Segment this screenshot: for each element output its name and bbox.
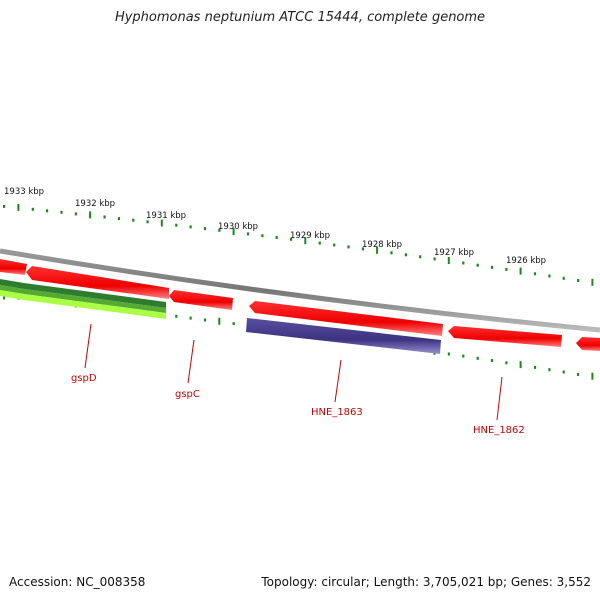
minor-tick <box>476 356 479 360</box>
scale-label-1926: 1926 kbp <box>506 256 546 266</box>
forward-gene-left-edge[interactable] <box>0 259 27 275</box>
minor-tick <box>577 279 580 282</box>
major-tick <box>218 317 221 325</box>
reverse-gene-dark[interactable] <box>0 279 166 308</box>
gene-label-hne1863[interactable]: HNE_1863 <box>311 407 363 418</box>
minor-tick <box>447 352 450 356</box>
major-tick <box>232 228 235 236</box>
minor-tick <box>505 267 508 271</box>
minor-tick <box>562 276 565 280</box>
minor-tick <box>132 218 135 222</box>
scale-labels: 1933 kbp 1932 kbp 1931 kbp 1930 kbp 1929… <box>4 187 546 266</box>
scale-label-1932: 1932 kbp <box>75 199 115 209</box>
major-tick <box>304 237 307 245</box>
minor-tick <box>290 237 293 241</box>
minor-tick <box>189 316 192 320</box>
scale-label-1930: 1930 kbp <box>218 222 258 232</box>
minor-tick <box>218 228 221 232</box>
minor-tick <box>404 253 407 257</box>
major-tick <box>160 219 163 227</box>
minor-tick <box>103 215 106 219</box>
minor-tick <box>505 361 508 365</box>
gene-label-hne1862[interactable]: HNE_1862 <box>473 425 525 436</box>
minor-tick <box>203 318 207 322</box>
accession-text: Accession: NC_008358 <box>9 575 146 589</box>
minor-tick <box>60 210 63 214</box>
minor-tick <box>31 207 34 211</box>
major-tick <box>447 257 450 264</box>
forward-gene-hne1862[interactable] <box>448 326 562 347</box>
minor-tick <box>203 227 207 231</box>
minor-tick <box>476 263 479 267</box>
reverse-gene-gspD-group[interactable] <box>0 279 166 319</box>
gene-label-lines <box>84 323 503 421</box>
genome-backbone <box>0 248 600 333</box>
minor-tick <box>548 368 551 372</box>
minor-tick <box>146 220 149 224</box>
major-tick <box>17 203 20 211</box>
minor-tick <box>562 370 565 374</box>
gene-label-gspD[interactable]: gspD <box>71 373 97 384</box>
major-tick <box>376 246 379 254</box>
gene-connector-hne1863 <box>334 359 342 403</box>
minor-tick <box>419 255 422 259</box>
major-tick <box>591 278 594 286</box>
scale-label-1928: 1928 kbp <box>362 240 402 250</box>
forward-gene-right-edge[interactable] <box>576 337 600 351</box>
forward-gene-hne1863-fwd[interactable] <box>249 301 443 336</box>
scale-label-1931: 1931 kbp <box>146 211 186 221</box>
minor-tick <box>246 232 250 236</box>
major-tick <box>591 372 594 380</box>
minor-tick <box>361 247 364 251</box>
gene-connector-gspD <box>84 323 92 369</box>
minor-tick <box>548 274 551 278</box>
map-title: Hyphomonas neptunium ATCC 15444, complet… <box>114 10 486 25</box>
minor-tick <box>333 243 336 247</box>
scale-label-1927: 1927 kbp <box>434 248 474 258</box>
forward-gene-gspD[interactable] <box>26 266 169 299</box>
gene-connector-hne1862 <box>496 376 503 421</box>
minor-tick <box>390 251 393 255</box>
gene-labels: gspD gspC HNE_1863 HNE_1862 <box>71 373 525 436</box>
major-tick <box>89 211 92 219</box>
major-tick <box>519 267 522 275</box>
reverse-gene-purple[interactable] <box>246 318 441 354</box>
forward-gene-gspC[interactable] <box>169 290 233 310</box>
minor-tick <box>117 217 120 221</box>
minor-tick <box>577 372 580 376</box>
gene-label-gspC[interactable]: gspC <box>175 389 200 400</box>
genome-summary-text: Topology: circular; Length: 3,705,021 bp… <box>261 575 591 589</box>
scale-label-1933: 1933 kbp <box>4 187 44 197</box>
minor-tick <box>462 354 465 358</box>
scale-label-1929: 1929 kbp <box>290 231 330 241</box>
reverse-gene-mid[interactable] <box>0 285 166 313</box>
minor-tick <box>533 365 537 369</box>
minor-tick <box>232 322 235 326</box>
minor-tick <box>533 272 537 276</box>
minor-tick <box>74 212 77 216</box>
minor-tick <box>433 257 436 261</box>
minor-tick <box>261 234 264 238</box>
minor-tick <box>490 265 494 269</box>
minor-tick <box>46 209 49 213</box>
minor-tick <box>275 236 278 239</box>
forward-genes <box>0 259 600 351</box>
minor-tick <box>3 204 6 208</box>
minor-tick <box>462 261 465 265</box>
minor-tick <box>175 223 178 227</box>
minor-tick <box>189 225 192 229</box>
minor-tick <box>490 359 494 363</box>
minor-tick <box>175 314 178 318</box>
outer-tick-track <box>3 203 594 286</box>
minor-tick <box>347 245 350 249</box>
major-tick <box>519 361 522 369</box>
minor-tick <box>318 241 321 245</box>
reverse-gene-light[interactable] <box>0 290 166 319</box>
gene-connector-gspC <box>187 339 195 384</box>
